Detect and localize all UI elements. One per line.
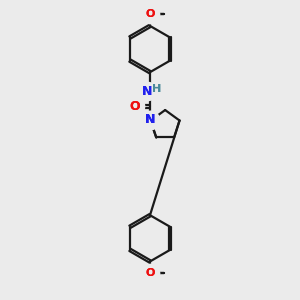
Text: H: H [152,84,161,94]
Text: N: N [142,85,152,98]
Text: O: O [145,268,155,278]
Text: H: H [152,84,161,94]
Text: N: N [142,85,152,98]
Text: O: O [145,9,155,19]
Text: N: N [145,113,155,126]
Text: O: O [130,100,140,113]
Text: O: O [145,268,155,278]
Text: N: N [145,113,155,126]
Text: O: O [145,9,155,19]
Text: O: O [130,100,140,113]
Text: N: N [145,113,155,126]
